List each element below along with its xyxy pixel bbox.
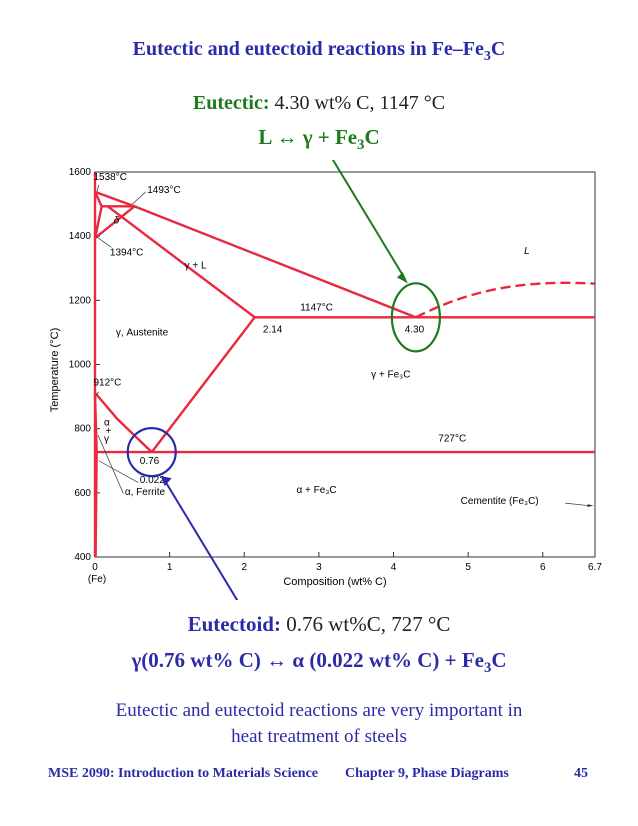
leader-1493 [132,191,146,205]
phase-label-plus: + [105,426,111,437]
temp-label-1538: 1538°C [94,172,127,183]
eutectoid-value: 0.76 wt%C, 727 °C [286,612,451,636]
comp-label-0-022: 0.022 [140,475,165,486]
temp-label-1493: 1493°C [147,185,180,196]
leader-1538 [96,184,100,192]
eutectoid-pointer-arrow [164,481,239,600]
phase-label-gamma-cementite: γ + Fe₃C [371,369,410,380]
y-tick-label: 1400 [69,231,92,242]
temp-label-1394: 1394°C [110,247,143,258]
comp-label-2-14: 2.14 [263,324,283,335]
leader-cementite [565,502,590,507]
y-axis-label: Temperature (°C) [49,328,61,412]
leader-912 [96,391,100,396]
comp-label-0-76: 0.76 [140,456,160,467]
phase-line-delta-3 [94,205,136,240]
importance-note: Eutectic and eutectoid reactions are ver… [115,700,523,747]
x-axis-label: Composition (wt% C) [283,576,386,588]
footer-chapter: Chapter 9, Phase Diagrams [345,766,509,781]
label-cementite: Cementite (Fe₃C) [461,496,539,507]
temp-label-1147: 1147°C [300,303,333,314]
leader-0-022 [98,460,139,483]
phase-label-ferrite: α, Ferrite [125,487,166,498]
phase-label-austenite: γ, Austenite [116,328,169,339]
eutectic-description: Eutectic: 4.30 wt% C, 1147 °C [0,92,638,115]
plot-frame [94,171,596,558]
x-tick-label: 3 [316,562,322,573]
x-tick-label: 6.7 [588,562,602,573]
eutectoid-label: Eutectoid: [187,612,281,636]
x-origin-label: (Fe) [88,574,106,585]
x-tick-label: 5 [465,562,471,573]
phase-line-liquidus-right [415,281,596,319]
phase-label-alpha: α [104,417,110,428]
phase-boundaries [93,172,596,558]
eutectoid-point-circle [126,426,177,478]
leader-1394 [96,236,112,248]
y-tick-label: 600 [74,488,91,499]
x-tick-label: 1 [167,562,173,573]
fe-fe3c-phase-diagram: 0 1 2 3 4 5 6 6.7 400 600 800 1000 1200 1400 1600 Lγ +… [49,160,603,600]
phase-label-delta: δ [114,215,120,226]
temp-label-727: 727°C [438,434,466,445]
phase-label-alpha-cementite: α + Fe₃C [296,485,336,496]
phase-line-solidus [106,205,256,319]
phase-label-liquid: L [524,246,530,257]
eutectic-label: Eutectic: [192,92,270,114]
comp-label-4-30: 4.30 [405,324,425,335]
x-tick-label: 6 [540,562,546,573]
y-tick-label: 1600 [69,167,92,178]
footer-course: MSE 2090: Introduction to Materials Scie… [48,766,318,781]
eutectic-value: 4.30 wt% C, 1147 °C [274,92,446,114]
arrowhead-cementite [587,504,594,507]
eutectic-point-circle [390,282,441,353]
eutectoid-reaction: γ(0.76 wt% C) ↔ α (0.022 wt% C) + Fe3C [131,648,507,677]
phase-label-gamma: γ [104,434,109,445]
x-tick-label: 4 [391,562,397,573]
x-tick-label: 0 [92,562,98,573]
y-tick-label: 400 [74,552,91,563]
footer-page-number: 45 [574,766,588,781]
eutectoid-description: Eutectoid: 0.76 wt%C, 727 °C [0,612,638,637]
eutectic-arrowhead [396,272,408,284]
axis-ticks: 0 1 2 3 4 5 6 6.7 400 600 800 1000 1200 1400 1600 [69,167,603,573]
phase-line-acm-line [150,316,256,453]
y-tick-label: 800 [74,424,91,435]
eutectic-pointer-arrow [331,160,404,276]
temp-label-912: 912°C [94,377,122,388]
leader-ferrite [97,434,124,494]
y-tick-label: 1200 [69,295,92,306]
eutectic-reaction: L ↔ γ + Fe3C [258,125,380,154]
diagram-annotations: Lγ + L γ, Austenite γ + Fe₃C α + Fe₃C δ α+γ α,… [94,160,594,600]
slide-title: Eutectic and eutectoid reactions in Fe–F… [132,38,506,64]
phase-line-a3-line [94,391,153,453]
eutectoid-arrowhead [160,476,172,487]
x-tick-label: 2 [241,562,247,573]
y-tick-label: 1000 [69,360,92,371]
phase-label-gamma-liquid: γ + L [185,260,207,271]
